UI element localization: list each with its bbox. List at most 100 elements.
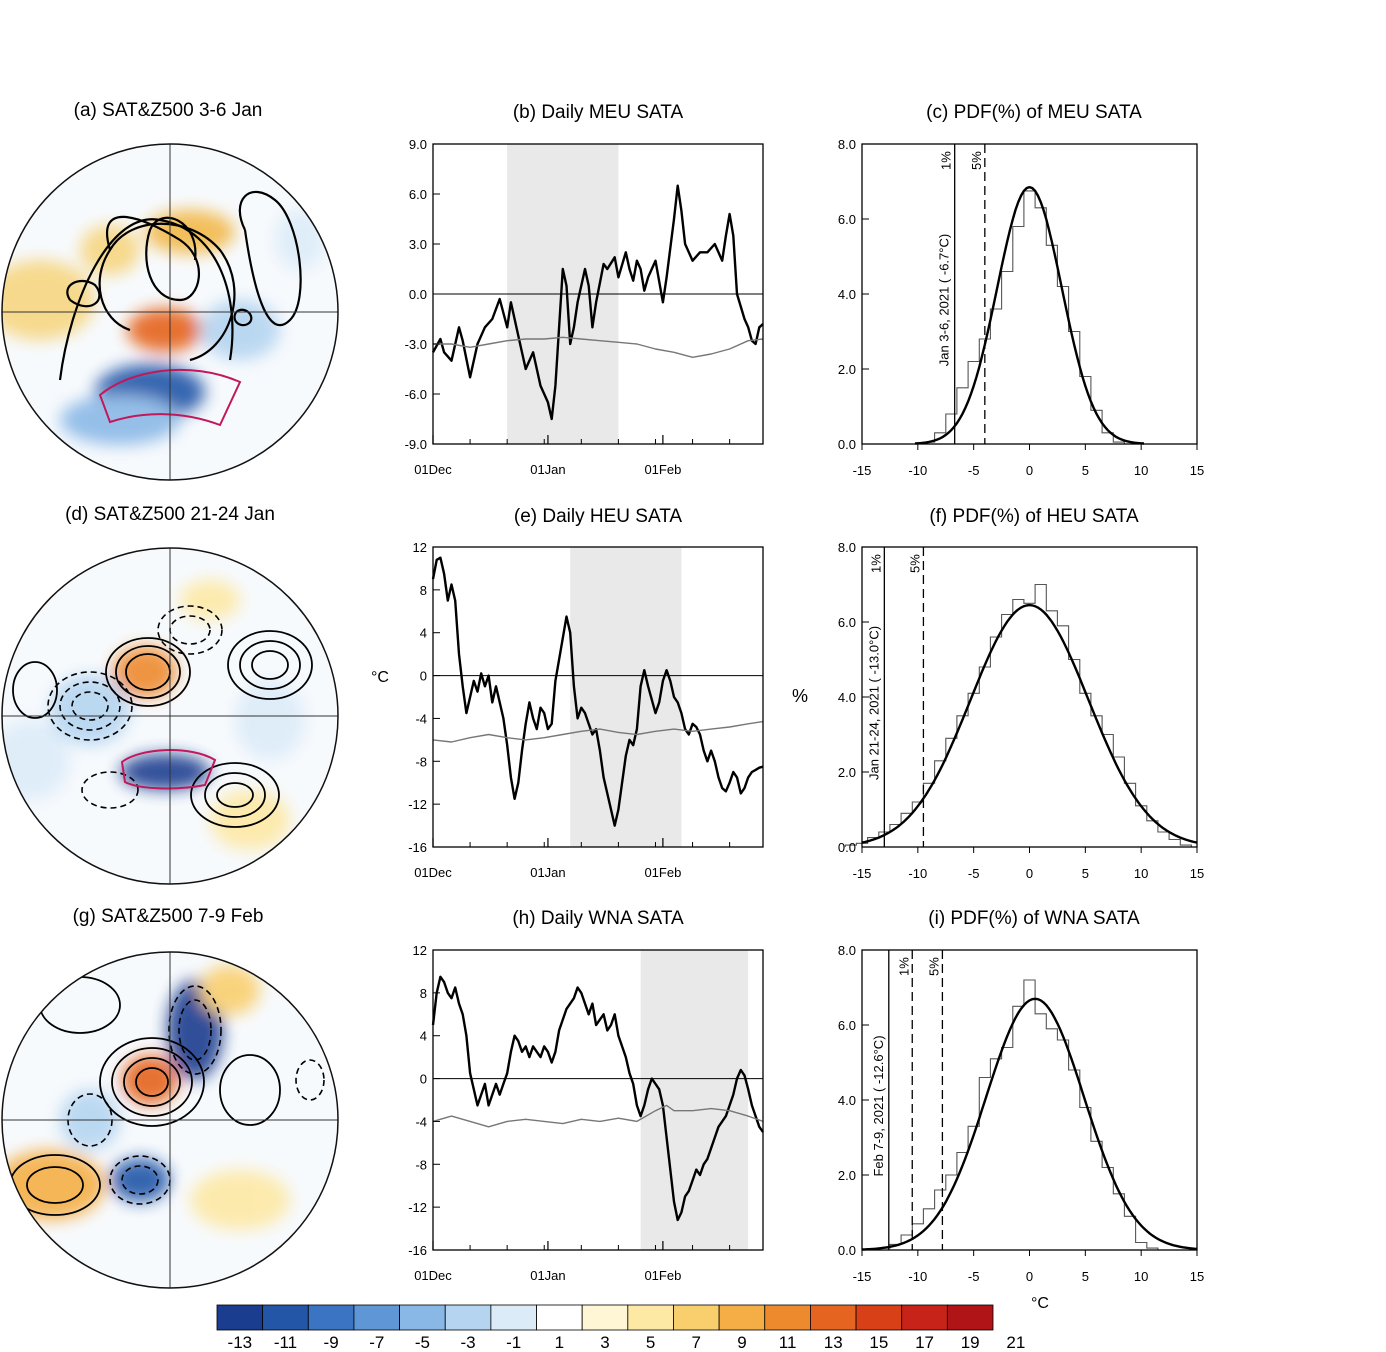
fitted-curve	[914, 185, 1145, 445]
shaded-period	[570, 547, 682, 847]
y-tick-label: 0.0	[838, 1243, 856, 1258]
threshold-label: 1%	[939, 151, 954, 170]
x-tick-label: -10	[908, 866, 927, 881]
colorbar-tick-label: 5	[646, 1333, 655, 1352]
y-tick-label: 9.0	[409, 137, 427, 152]
title-a: (a) SAT&Z500 3-6 Jan	[74, 100, 263, 121]
colorbar-tick-label: 17	[915, 1333, 934, 1352]
y-tick-label: 8.0	[838, 540, 856, 555]
series-observed	[431, 556, 764, 827]
plot-frame	[432, 949, 764, 1251]
x-tick-label: 01Feb	[644, 865, 681, 880]
x-tick-label: 5	[1082, 463, 1089, 478]
event-annotation: Jan 21-24, 2021 ( -13.0°C)	[866, 626, 881, 780]
x-tick-label: 01Jan	[530, 462, 565, 477]
colorbar-swatch	[946, 1304, 994, 1331]
colorbar-tick-label: -1	[506, 1333, 521, 1352]
y-tick-label: -6.0	[405, 387, 427, 402]
x-tick-label: 5	[1082, 1269, 1089, 1284]
title-h: (h) Daily WNA SATA	[512, 908, 684, 929]
y-tick-label: -16	[408, 1243, 427, 1258]
colorbar-tick-label: 15	[869, 1333, 888, 1352]
colorbar-swatch	[581, 1304, 629, 1331]
x-tick-label: -5	[968, 463, 980, 478]
x-tick-label: 01Dec	[414, 1268, 452, 1283]
series-observed	[431, 975, 764, 1222]
y-tick-label: -16	[408, 840, 427, 855]
x-tick-label: 15	[1190, 463, 1204, 478]
y-tick-label: -9.0	[405, 437, 427, 452]
colorbar: -13 -11 -9 -7 -5 -3 -1 1 3 5 7 9 11 13 15 17 19 21	[216, 1304, 1025, 1352]
title-c: (c) PDF(%) of MEU SATA	[926, 102, 1142, 123]
pdf-xlabel: °C	[1031, 1295, 1049, 1312]
threshold-label: 5%	[926, 957, 941, 976]
colorbar-swatch	[353, 1304, 400, 1331]
y-tick-label: -12	[408, 797, 427, 812]
colorbar-tick-label: 9	[737, 1333, 746, 1352]
x-tick-label: 0	[1026, 463, 1033, 478]
colorbar-swatch	[673, 1304, 720, 1331]
y-tick-label: 0.0	[838, 840, 856, 855]
y-tick-label: -4	[415, 1114, 427, 1129]
pdf-i: 1% 5% Feb 7-9, 2021 ( -12.6°C) 0.0 2.0 4.0 6.0…	[838, 943, 1204, 1284]
timeseries-b: -9.0 -6.0 -3.0 0.0 3.0 6.0 9.0 01Dec 01Jan 01Feb	[405, 137, 764, 477]
y-tick-label: 3.0	[409, 237, 427, 252]
colorbar-tick-label: -3	[460, 1333, 475, 1352]
y-tick-label: -12	[408, 1200, 427, 1215]
colorbar-swatch	[718, 1304, 766, 1331]
y-tick-label: 0.0	[838, 437, 856, 452]
event-annotation: Jan 3-6, 2021 ( -6.7°C)	[937, 234, 952, 366]
threshold-label: 1%	[868, 554, 883, 573]
colorbar-tick-label: 13	[824, 1333, 843, 1352]
y-tick-label: -8	[415, 754, 427, 769]
plot-frame	[861, 143, 1198, 445]
map-g	[1, 951, 339, 1289]
x-tick-label: -15	[853, 463, 872, 478]
x-tick-label: 01Dec	[414, 865, 452, 880]
fitted-curve	[861, 997, 1198, 1251]
y-tick-label: 6.0	[409, 187, 427, 202]
x-tick-label: -10	[908, 1269, 927, 1284]
y-tick-label: -3.0	[405, 337, 427, 352]
histogram	[844, 583, 1192, 847]
x-tick-label: 01Jan	[530, 1268, 565, 1283]
y-tick-label: 0	[420, 1072, 427, 1087]
colorbar-swatch	[536, 1304, 583, 1331]
y-tick-label: 8.0	[838, 943, 856, 958]
y-tick-label: -8	[415, 1157, 427, 1172]
y-tick-label: 0	[420, 669, 427, 684]
x-tick-label: 10	[1134, 1269, 1148, 1284]
colorbar-swatch	[216, 1304, 264, 1331]
colorbar-tick-label: 11	[779, 1333, 797, 1352]
series-reference	[432, 1104, 764, 1128]
colorbar-swatch	[262, 1304, 309, 1331]
y-tick-label: -4	[415, 711, 427, 726]
y-tick-label: 2.0	[838, 1168, 856, 1183]
y-tick-label: 6.0	[838, 615, 856, 630]
pdf-ylabel: %	[792, 686, 808, 706]
y-tick-label: 0.0	[409, 287, 427, 302]
ts-ylabel: °C	[371, 669, 389, 686]
x-tick-label: 0	[1026, 1269, 1033, 1284]
x-tick-label: 01Jan	[530, 865, 565, 880]
y-tick-label: 8	[420, 986, 427, 1001]
title-e: (e) Daily HEU SATA	[514, 506, 683, 527]
plot-frame	[432, 546, 764, 848]
colorbar-swatch	[901, 1304, 948, 1331]
title-f: (f) PDF(%) of HEU SATA	[929, 506, 1139, 527]
y-tick-label: 4	[420, 626, 427, 641]
colorbar-tick-label: -11	[274, 1333, 297, 1352]
timeseries-e: -16 -12 -8 -4 0 4 8 12 01Dec 01Jan 01Feb	[408, 540, 764, 880]
colorbar-swatch	[855, 1304, 903, 1331]
colorbar-swatch	[444, 1304, 492, 1331]
x-tick-label: 01Feb	[644, 462, 681, 477]
x-tick-label: -5	[968, 1269, 980, 1284]
colorbar-swatch	[627, 1304, 674, 1331]
map-a	[1, 143, 339, 481]
pdf-f: 1% 5% Jan 21-24, 2021 ( -13.0°C) 0.0 2.0 4.0 6…	[838, 540, 1204, 881]
colorbar-tick-label: -7	[369, 1333, 384, 1352]
map-d	[1, 547, 339, 885]
x-tick-label: 15	[1190, 866, 1204, 881]
y-tick-label: 8.0	[838, 137, 856, 152]
